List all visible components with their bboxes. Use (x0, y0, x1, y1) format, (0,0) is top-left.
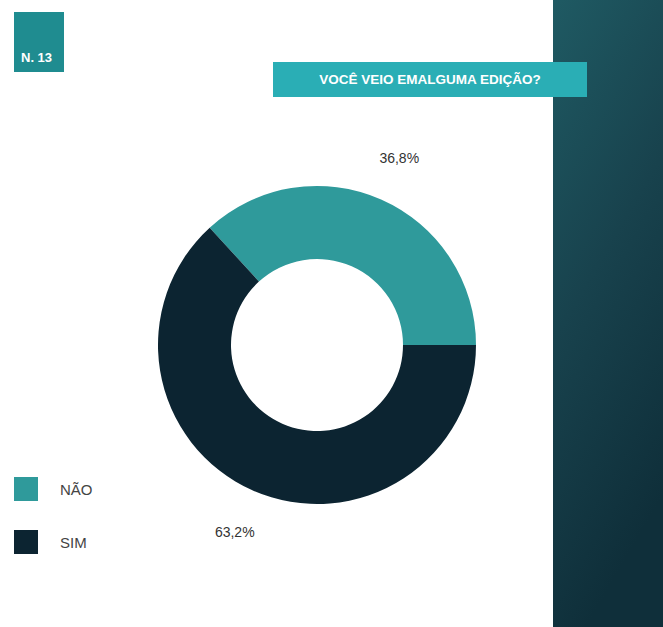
legend-label: NÃO (60, 481, 93, 498)
legend-swatch (14, 477, 38, 501)
data-label: 63,2% (215, 524, 255, 540)
data-label: 36,8% (379, 150, 419, 166)
legend-item: SIM (14, 530, 87, 554)
legend-label: SIM (60, 534, 87, 551)
legend-item: NÃO (14, 477, 93, 501)
donut (158, 186, 476, 504)
badge-label: N. 13 (21, 50, 52, 65)
data-labels: 36,8% 63,2% (215, 150, 419, 539)
plot-area (158, 186, 476, 504)
donut-slice (158, 228, 476, 504)
legend: NÃO SIM (14, 477, 93, 554)
badge (14, 12, 64, 72)
title-banner (273, 62, 587, 97)
chart-svg: N. 13 VOCÊ VEIO EMALGUMA EDIÇÃO? 36,8% 63,2… (0, 0, 663, 627)
legend-swatch (14, 530, 38, 554)
donut-slice (210, 186, 476, 345)
chart-title: VOCÊ VEIO EMALGUMA EDIÇÃO? (319, 72, 541, 87)
